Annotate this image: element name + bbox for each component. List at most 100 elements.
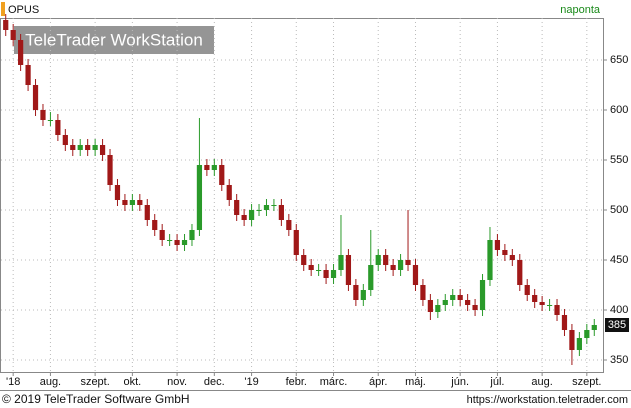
candle-body (450, 295, 456, 300)
candle-body (330, 270, 337, 278)
candle-body (412, 265, 419, 285)
candle-body (211, 165, 217, 170)
candle-body (546, 305, 553, 306)
candle-body (502, 250, 508, 255)
candle-body (293, 230, 299, 255)
candle-body (3, 20, 9, 30)
footer-copyright: © 2019 TeleTrader Software GmbH (2, 392, 190, 406)
candle-body (368, 265, 374, 290)
candle-body (219, 165, 225, 185)
candle-body (353, 285, 359, 300)
y-tick-label: 600 (610, 104, 628, 116)
candle-body (524, 285, 530, 295)
candle-body (457, 295, 463, 300)
y-tick-label: 450 (610, 254, 628, 266)
candle-body (241, 215, 247, 220)
candle-body (591, 325, 597, 330)
candle-body (77, 145, 83, 150)
x-tick-label: '19 (244, 376, 258, 388)
candle-body (278, 205, 284, 220)
x-tick-label: aug. (531, 376, 552, 388)
last-value-box (605, 318, 629, 332)
candle-body (405, 260, 411, 265)
candle-body (152, 220, 158, 230)
candle-body (196, 165, 203, 230)
candle-body (189, 230, 195, 240)
candle-body (397, 260, 404, 270)
candle-body (316, 270, 322, 271)
candle-body (32, 85, 39, 110)
candle-body (345, 255, 352, 285)
x-tick-label: okt. (124, 376, 142, 388)
candle-body (85, 145, 91, 150)
candle-body (167, 240, 173, 241)
y-tick-label: 350 (610, 354, 628, 366)
candle-body (494, 240, 501, 250)
x-tick-label: nov. (167, 376, 187, 388)
candle-body (70, 145, 76, 150)
x-tick-label: máj. (405, 376, 426, 388)
candle-body (271, 205, 277, 206)
candle-body (62, 135, 68, 145)
candle-body (55, 120, 61, 135)
candle-body (129, 200, 135, 205)
candle-body (107, 155, 113, 185)
candle-body (204, 165, 210, 170)
candle-body (122, 200, 128, 205)
candle-body (479, 280, 486, 310)
y-tick-label: 500 (610, 204, 628, 216)
candle-body (509, 255, 515, 260)
x-tick-label: dec. (204, 376, 225, 388)
candle-body (375, 255, 381, 265)
candle-body (114, 185, 121, 200)
candle-body (390, 265, 396, 270)
candle-body (159, 230, 165, 240)
candle-body (383, 255, 389, 265)
x-tick-label: júl. (489, 376, 504, 388)
candle-body (256, 210, 262, 211)
x-tick-label: febr. (286, 376, 307, 388)
y-tick-label: 650 (610, 54, 628, 66)
x-tick-label: '18 (6, 376, 20, 388)
candle-body (10, 30, 16, 40)
candle-body (465, 300, 471, 305)
candle-body (144, 205, 150, 220)
candle-body (174, 240, 180, 245)
candle-body (248, 210, 255, 220)
candle-body (539, 302, 545, 305)
candle-body (435, 305, 441, 312)
candle-body (18, 40, 24, 65)
candle-body (360, 290, 366, 300)
x-tick-label: szept. (572, 376, 601, 388)
candle-body (472, 305, 478, 310)
candle-body (584, 330, 590, 338)
symbol-marker (1, 2, 5, 16)
footer-url: https://workstation.teletrader.com (467, 394, 628, 406)
candle-body (92, 145, 98, 150)
watermark-box (14, 26, 214, 54)
watermark: TeleTrader WorkStation (25, 30, 203, 49)
candle-body (420, 285, 426, 300)
candle-body (442, 300, 448, 305)
last-value-label: 385 (608, 319, 626, 331)
candle-body (234, 200, 240, 215)
plot-frame (0, 18, 604, 373)
period: naponta (560, 4, 601, 16)
candle-body (263, 205, 270, 210)
candle-body (181, 240, 188, 245)
x-tick-label: jún. (450, 376, 469, 388)
chart-title: OPUS (8, 4, 39, 16)
candle-body (25, 65, 31, 85)
candle-body (517, 260, 523, 285)
candle-body (137, 200, 143, 205)
x-tick-label: szept. (80, 376, 109, 388)
candle-body (427, 300, 433, 312)
candle-body (40, 110, 46, 120)
candle-body (308, 265, 314, 270)
y-tick-label: 400 (610, 304, 628, 316)
candle-body (226, 185, 232, 200)
x-tick-label: ápr. (369, 376, 387, 388)
candle-body (301, 255, 307, 265)
candle-body (286, 220, 292, 230)
